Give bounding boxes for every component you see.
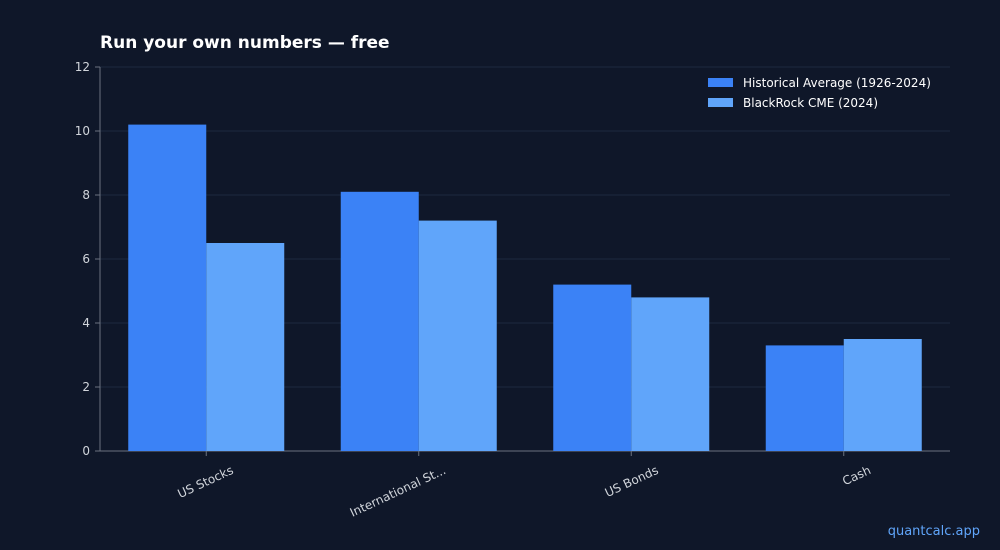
bar-blackrock bbox=[843, 339, 922, 451]
bar-historical bbox=[765, 345, 844, 451]
x-tick-label: Cash bbox=[840, 463, 873, 488]
y-tick-label: 4 bbox=[82, 316, 90, 330]
y-tick-label: 12 bbox=[75, 60, 90, 74]
y-tick-label: 2 bbox=[82, 380, 90, 394]
bar-blackrock bbox=[631, 297, 710, 451]
y-tick-label: 0 bbox=[82, 444, 90, 458]
x-tick-label: US Stocks bbox=[176, 463, 236, 501]
bar-historical bbox=[340, 191, 419, 452]
legend-label: Historical Average (1926-2024) bbox=[743, 76, 931, 90]
bar-historical bbox=[128, 124, 207, 451]
legend-swatch bbox=[708, 78, 733, 87]
x-tick-label: International St... bbox=[348, 463, 448, 520]
legend-swatch bbox=[708, 98, 733, 107]
y-tick-label: 6 bbox=[82, 252, 90, 266]
x-tick-label: US Bonds bbox=[603, 463, 661, 500]
bar-historical bbox=[553, 284, 632, 451]
y-tick-label: 10 bbox=[75, 124, 90, 138]
chart-title: Run your own numbers — free bbox=[100, 33, 390, 53]
bar-blackrock bbox=[418, 220, 497, 451]
legend-label: BlackRock CME (2024) bbox=[743, 96, 878, 110]
bar-blackrock bbox=[206, 243, 285, 451]
y-tick-label: 8 bbox=[82, 188, 90, 202]
watermark-link[interactable]: quantcalc.app bbox=[887, 524, 980, 539]
